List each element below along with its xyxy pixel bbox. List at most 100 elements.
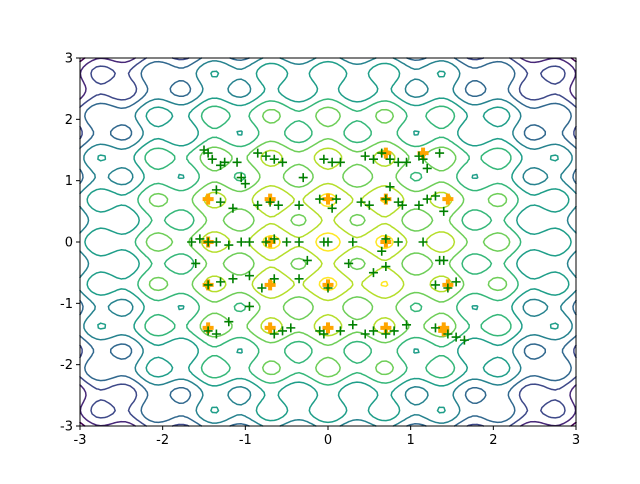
point — [195, 234, 205, 244]
axes: -3 -2 -1 0 1 2 3 -3 -2 -1 0 1 2 3 — [60, 52, 580, 449]
point — [211, 237, 221, 247]
point — [393, 237, 403, 247]
point — [335, 157, 345, 167]
point — [385, 154, 395, 164]
point — [438, 325, 450, 337]
point — [414, 200, 424, 210]
contour-line — [79, 57, 577, 427]
point — [385, 182, 395, 192]
point — [211, 185, 221, 195]
point — [422, 194, 432, 204]
point — [244, 301, 254, 311]
contour-layer — [79, 57, 577, 427]
point — [319, 154, 329, 164]
point — [203, 326, 213, 336]
point — [451, 277, 461, 287]
point — [253, 200, 263, 210]
point — [269, 274, 279, 284]
point — [430, 323, 440, 333]
x-tick-label: -3 — [74, 433, 87, 448]
y-tick-label: -3 — [60, 420, 73, 435]
point — [439, 255, 449, 265]
contour-line — [79, 57, 577, 427]
contour-line — [79, 57, 577, 427]
x-tick-label: 2 — [489, 433, 497, 448]
point — [187, 237, 197, 247]
point — [417, 147, 429, 159]
point — [224, 317, 234, 327]
point — [397, 200, 407, 210]
point — [430, 191, 440, 201]
contour-line — [145, 106, 511, 378]
point — [244, 237, 254, 247]
point — [360, 329, 370, 339]
point — [364, 200, 374, 210]
point — [331, 194, 341, 204]
point — [202, 193, 214, 205]
point — [360, 151, 370, 161]
x-tick-label: -1 — [239, 433, 252, 448]
point — [203, 280, 213, 290]
point — [265, 197, 275, 207]
point — [389, 326, 399, 336]
point — [220, 157, 230, 167]
point — [203, 237, 213, 247]
point — [430, 280, 440, 290]
contour-line — [79, 57, 577, 427]
point — [294, 200, 304, 210]
point — [282, 237, 292, 247]
point — [286, 323, 296, 333]
point — [253, 148, 263, 158]
point — [199, 145, 209, 155]
point — [377, 246, 387, 256]
point — [269, 154, 279, 164]
point — [261, 151, 271, 161]
point — [269, 329, 279, 339]
point — [381, 194, 391, 204]
point — [232, 157, 242, 167]
x-tick-label: 0 — [324, 433, 332, 448]
x-tick-label: 1 — [407, 433, 415, 448]
point — [335, 326, 345, 336]
point — [368, 326, 378, 336]
point — [322, 193, 334, 205]
point — [236, 173, 246, 183]
point — [257, 283, 267, 293]
point — [344, 258, 354, 268]
point — [402, 320, 412, 330]
point — [264, 279, 276, 291]
scatter-layer — [187, 145, 469, 345]
point — [294, 237, 304, 247]
y-tick-label: -2 — [60, 358, 73, 373]
point — [442, 193, 454, 205]
point — [322, 322, 334, 334]
point — [368, 268, 378, 278]
point — [323, 283, 333, 293]
point — [422, 163, 432, 173]
point — [381, 234, 391, 244]
point — [348, 237, 358, 247]
point — [443, 283, 453, 293]
point — [302, 255, 312, 265]
point — [319, 329, 329, 339]
point — [294, 274, 304, 284]
point — [459, 335, 469, 345]
point — [381, 262, 391, 272]
point — [278, 326, 288, 336]
point — [273, 200, 283, 210]
point — [435, 148, 445, 158]
point — [368, 154, 378, 164]
point — [244, 271, 254, 281]
x-tick-label: -2 — [156, 433, 169, 448]
point — [298, 173, 308, 183]
point — [327, 157, 337, 167]
point — [269, 234, 279, 244]
point — [443, 329, 453, 339]
point — [228, 274, 238, 284]
y-tick-label: -1 — [60, 297, 73, 312]
point — [393, 157, 403, 167]
point — [377, 148, 387, 158]
point — [211, 329, 221, 339]
point — [451, 332, 461, 342]
